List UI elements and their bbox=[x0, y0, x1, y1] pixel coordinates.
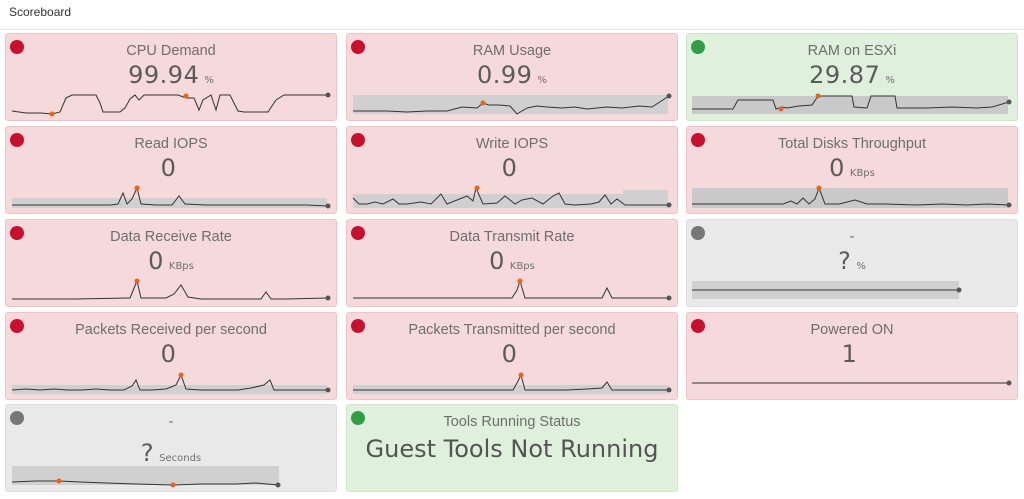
status-dot bbox=[10, 226, 24, 240]
tile-value: 0 bbox=[160, 340, 177, 368]
scoreboard-header: Scoreboard bbox=[0, 0, 1024, 30]
tile-value: 0 bbox=[829, 154, 845, 182]
tile-unnamed-seconds[interactable]: - ? Seconds bbox=[5, 404, 337, 492]
tile-value: 0 bbox=[489, 247, 505, 275]
tile-value: 0 bbox=[148, 247, 164, 275]
tile-title: Data Transmit Rate bbox=[449, 229, 575, 245]
tile-packets-transmitted[interactable]: Packets Transmitted per second 0 bbox=[346, 312, 678, 400]
tile-title: CPU Demand bbox=[126, 43, 216, 59]
tile-title: - bbox=[168, 414, 174, 430]
status-dot bbox=[691, 319, 705, 333]
tile-value: 0 bbox=[160, 154, 177, 182]
tile-title: - bbox=[849, 229, 855, 245]
tile-value: ? bbox=[140, 439, 155, 467]
sparkline bbox=[692, 281, 962, 299]
tile-title: Packets Received per second bbox=[75, 322, 267, 338]
status-dot bbox=[10, 40, 24, 54]
tile-unit: % bbox=[856, 261, 866, 272]
tile-value: 0.99 bbox=[477, 61, 533, 89]
tile-title: Total Disks Throughput bbox=[777, 136, 927, 152]
tile-unit: Seconds bbox=[159, 453, 202, 464]
tile-packets-received[interactable]: Packets Received per second 0 bbox=[5, 312, 337, 400]
sparkline bbox=[692, 93, 1012, 114]
status-dot bbox=[351, 133, 365, 147]
tile-unit: KBps bbox=[509, 261, 535, 272]
status-dot bbox=[351, 411, 365, 425]
tile-value: 0 bbox=[501, 154, 518, 182]
tile-total-disks-throughput[interactable]: Total Disks Throughput 0 KBps bbox=[686, 126, 1018, 214]
tile-cpu-demand[interactable]: CPU Demand 99.94% bbox=[5, 33, 337, 121]
status-dot bbox=[691, 40, 705, 54]
tile-unit: KBps bbox=[168, 261, 194, 272]
status-dot bbox=[351, 226, 365, 240]
sparkline bbox=[12, 185, 331, 209]
tile-value: 29.87 bbox=[809, 61, 881, 89]
status-dot bbox=[10, 411, 24, 425]
status-dot bbox=[10, 133, 24, 147]
sparkline bbox=[11, 92, 331, 117]
tile-unit: % bbox=[204, 75, 214, 86]
status-dot bbox=[10, 319, 24, 333]
sparkline bbox=[353, 278, 672, 301]
status-dot bbox=[351, 319, 365, 333]
sparkline bbox=[692, 380, 1012, 386]
tile-tools-running-status[interactable]: Tools Running Status Guest Tools Not Run… bbox=[346, 404, 678, 492]
sparkline bbox=[352, 185, 672, 208]
tile-title: Tools Running Status bbox=[443, 414, 581, 430]
tile-read-iops[interactable]: Read IOPS 0 bbox=[5, 126, 337, 214]
sparkline bbox=[11, 372, 331, 394]
tile-unit: % bbox=[537, 75, 547, 86]
tile-ram-usage[interactable]: RAM Usage 0.99% bbox=[346, 33, 678, 121]
tile-title: Packets Transmitted per second bbox=[408, 322, 616, 338]
tile-value: 1 bbox=[841, 340, 858, 368]
tile-data-receive-rate[interactable]: Data Receive Rate 0 KBps bbox=[5, 219, 337, 307]
tile-unit: % bbox=[885, 75, 895, 86]
status-dot bbox=[691, 226, 705, 240]
tile-title: Read IOPS bbox=[134, 136, 208, 152]
tile-title: Powered ON bbox=[810, 322, 894, 338]
tile-title: Write IOPS bbox=[475, 136, 549, 152]
sparkline bbox=[12, 278, 331, 301]
tile-value: 99.94 bbox=[128, 61, 200, 89]
tile-data-transmit-rate[interactable]: Data Transmit Rate 0 KBps bbox=[346, 219, 678, 307]
tile-value: ? bbox=[838, 247, 852, 275]
tile-unnamed-percent[interactable]: - ?% bbox=[686, 219, 1018, 307]
status-dot bbox=[351, 40, 365, 54]
tile-title: Data Receive Rate bbox=[110, 229, 232, 245]
tile-write-iops[interactable]: Write IOPS 0 bbox=[346, 126, 678, 214]
tile-value: Guest Tools Not Running bbox=[365, 435, 659, 463]
tile-unit: KBps bbox=[849, 168, 875, 179]
tile-title: RAM Usage bbox=[472, 43, 552, 59]
tile-ram-on-esxi[interactable]: RAM on ESXi 29.87% bbox=[686, 33, 1018, 121]
status-dot bbox=[691, 133, 705, 147]
sparkline bbox=[353, 372, 672, 394]
tile-value: 0 bbox=[501, 340, 518, 368]
tile-title: RAM on ESXi bbox=[807, 43, 897, 59]
sparkline bbox=[692, 185, 1012, 208]
sparkline bbox=[11, 466, 281, 488]
tile-powered-on[interactable]: Powered ON 1 bbox=[686, 312, 1018, 400]
sparkline bbox=[353, 93, 672, 115]
page-title: Scoreboard bbox=[9, 5, 72, 19]
